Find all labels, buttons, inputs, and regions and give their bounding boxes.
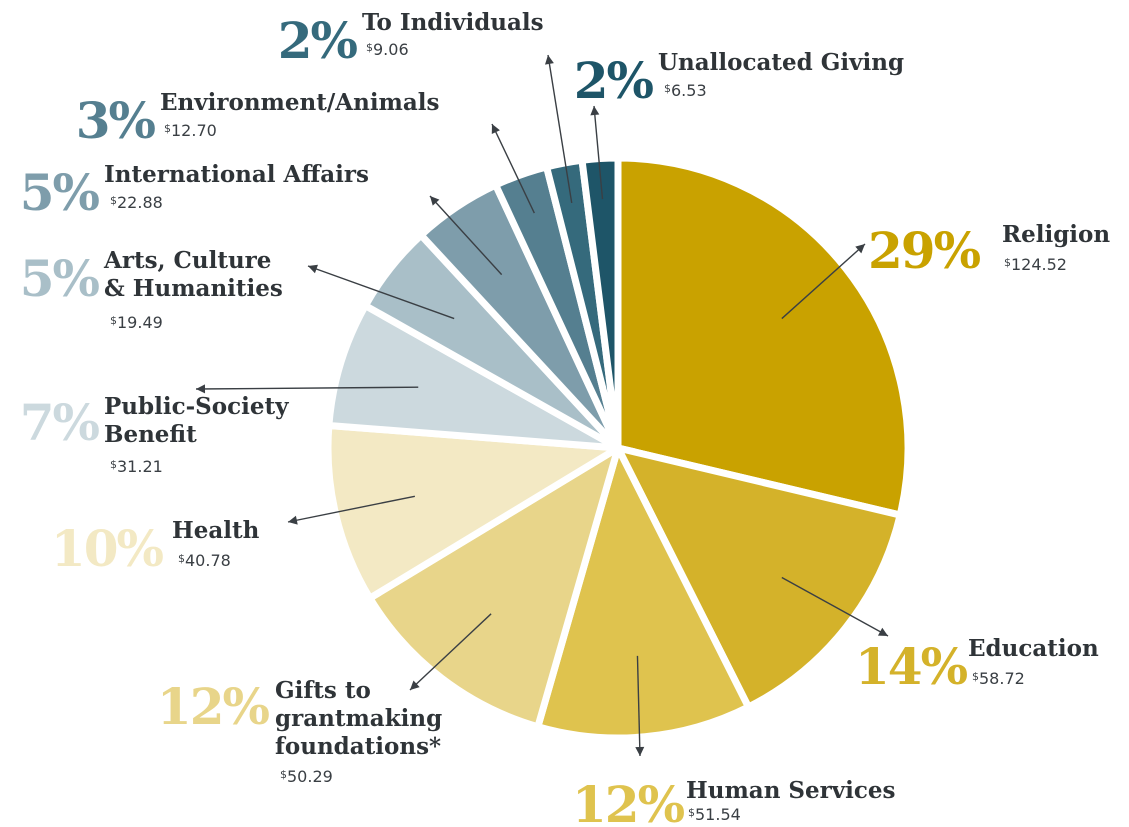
category-label-environment-animals: Environment/Animals	[160, 89, 439, 116]
leader-arrowhead-unallocated-giving	[590, 106, 600, 116]
leader-arrowhead-human-services	[635, 746, 645, 756]
category-label-international-affairs: International Affairs	[104, 161, 369, 188]
category-label-public-society-benefit: Public-Society	[104, 393, 289, 420]
leader-arrowhead-health	[288, 515, 298, 525]
category-label-gifts-to-grantmaking-foundations: Gifts to	[275, 677, 371, 704]
amount-label-international-affairs: $22.88	[110, 193, 163, 212]
category-label-arts-culture-humanities-line-2: & Humanities	[104, 275, 283, 302]
percent-label-human-services: 12%	[572, 775, 685, 827]
category-label-gifts-to-grantmaking-foundations-line-3: foundations*	[275, 733, 441, 760]
leader-line-unallocated-giving	[593, 105, 604, 200]
category-label-gifts-to-grantmaking-foundations-line-2: grantmaking	[275, 705, 442, 732]
leader-arrowhead-gifts-to-grantmaking-foundations	[410, 680, 420, 690]
leader-line-to-individuals	[547, 54, 573, 204]
percent-label-to-individuals: 2%	[278, 11, 358, 70]
category-label-human-services: Human Services	[686, 777, 895, 804]
leader-line-education	[781, 576, 889, 637]
pie-slice-gifts-to-grantmaking-foundations	[366, 444, 622, 731]
leader-arrowhead-religion	[855, 244, 865, 254]
leader-arrowhead-environment-animals	[491, 124, 500, 135]
amount-label-arts-culture-humanities: $19.49	[110, 313, 163, 332]
percent-label-international-affairs: 5%	[20, 163, 100, 222]
amount-label-education: $58.72	[972, 669, 1025, 688]
amount-label-to-individuals: $9.06	[366, 40, 409, 59]
leader-line-arts-culture-humanities	[307, 265, 455, 320]
category-label-unallocated-giving: Unallocated Giving	[658, 49, 904, 76]
percent-label-education: 14%	[855, 637, 968, 696]
leader-lines	[195, 54, 889, 757]
amount-label-health: $40.78	[178, 551, 231, 570]
leader-arrowhead-to-individuals	[544, 55, 554, 65]
percent-label-arts-culture-humanities: 5%	[20, 249, 100, 308]
category-label-to-individuals: To Individuals	[362, 9, 544, 36]
pie-slice-religion	[614, 154, 912, 519]
category-label-health: Health	[172, 517, 260, 544]
category-label-religion: Religion	[1002, 221, 1110, 248]
amount-label-gifts-to-grantmaking-foundations: $50.29	[280, 767, 333, 786]
percent-label-religion: 29%	[868, 221, 981, 280]
pie-slice-education	[614, 444, 904, 711]
category-label-public-society-benefit-line-2: Benefit	[104, 421, 197, 448]
leader-arrowhead-arts-culture-humanities	[308, 264, 318, 274]
leader-arrowhead-international-affairs	[430, 196, 440, 206]
leader-line-environment-animals	[491, 123, 535, 214]
category-label-arts-culture-humanities: Arts, Culture	[103, 247, 271, 274]
amount-label-environment-animals: $12.70	[164, 121, 217, 140]
category-label-education: Education	[968, 635, 1099, 662]
pie-slices	[324, 154, 912, 742]
pie-slice-human-services	[534, 444, 752, 742]
leader-line-gifts-to-grantmaking-foundations	[409, 613, 492, 691]
amount-label-religion: $124.52	[1004, 255, 1067, 274]
leader-line-health	[287, 495, 415, 523]
percent-label-public-society-benefit: 7%	[20, 393, 100, 452]
leader-line-religion	[781, 243, 866, 320]
leader-arrowhead-education	[877, 627, 888, 636]
percent-label-gifts-to-grantmaking-foundations: 12%	[157, 677, 270, 736]
leader-line-human-services	[636, 655, 641, 757]
leader-line-public-society-benefit	[195, 386, 419, 390]
percent-label-health: 10%	[51, 519, 164, 578]
amount-label-public-society-benefit: $31.21	[110, 457, 163, 476]
percent-label-unallocated-giving: 2%	[574, 51, 654, 110]
pie-slice-unallocated-giving	[578, 154, 622, 452]
amount-label-human-services: $51.54	[688, 805, 741, 824]
pie-slice-health	[324, 421, 622, 602]
leader-arrowhead-public-society-benefit	[196, 384, 206, 394]
leader-line-international-affairs	[429, 195, 503, 276]
amount-label-unallocated-giving: $6.53	[664, 81, 707, 100]
percent-label-environment-animals: 3%	[76, 91, 156, 150]
